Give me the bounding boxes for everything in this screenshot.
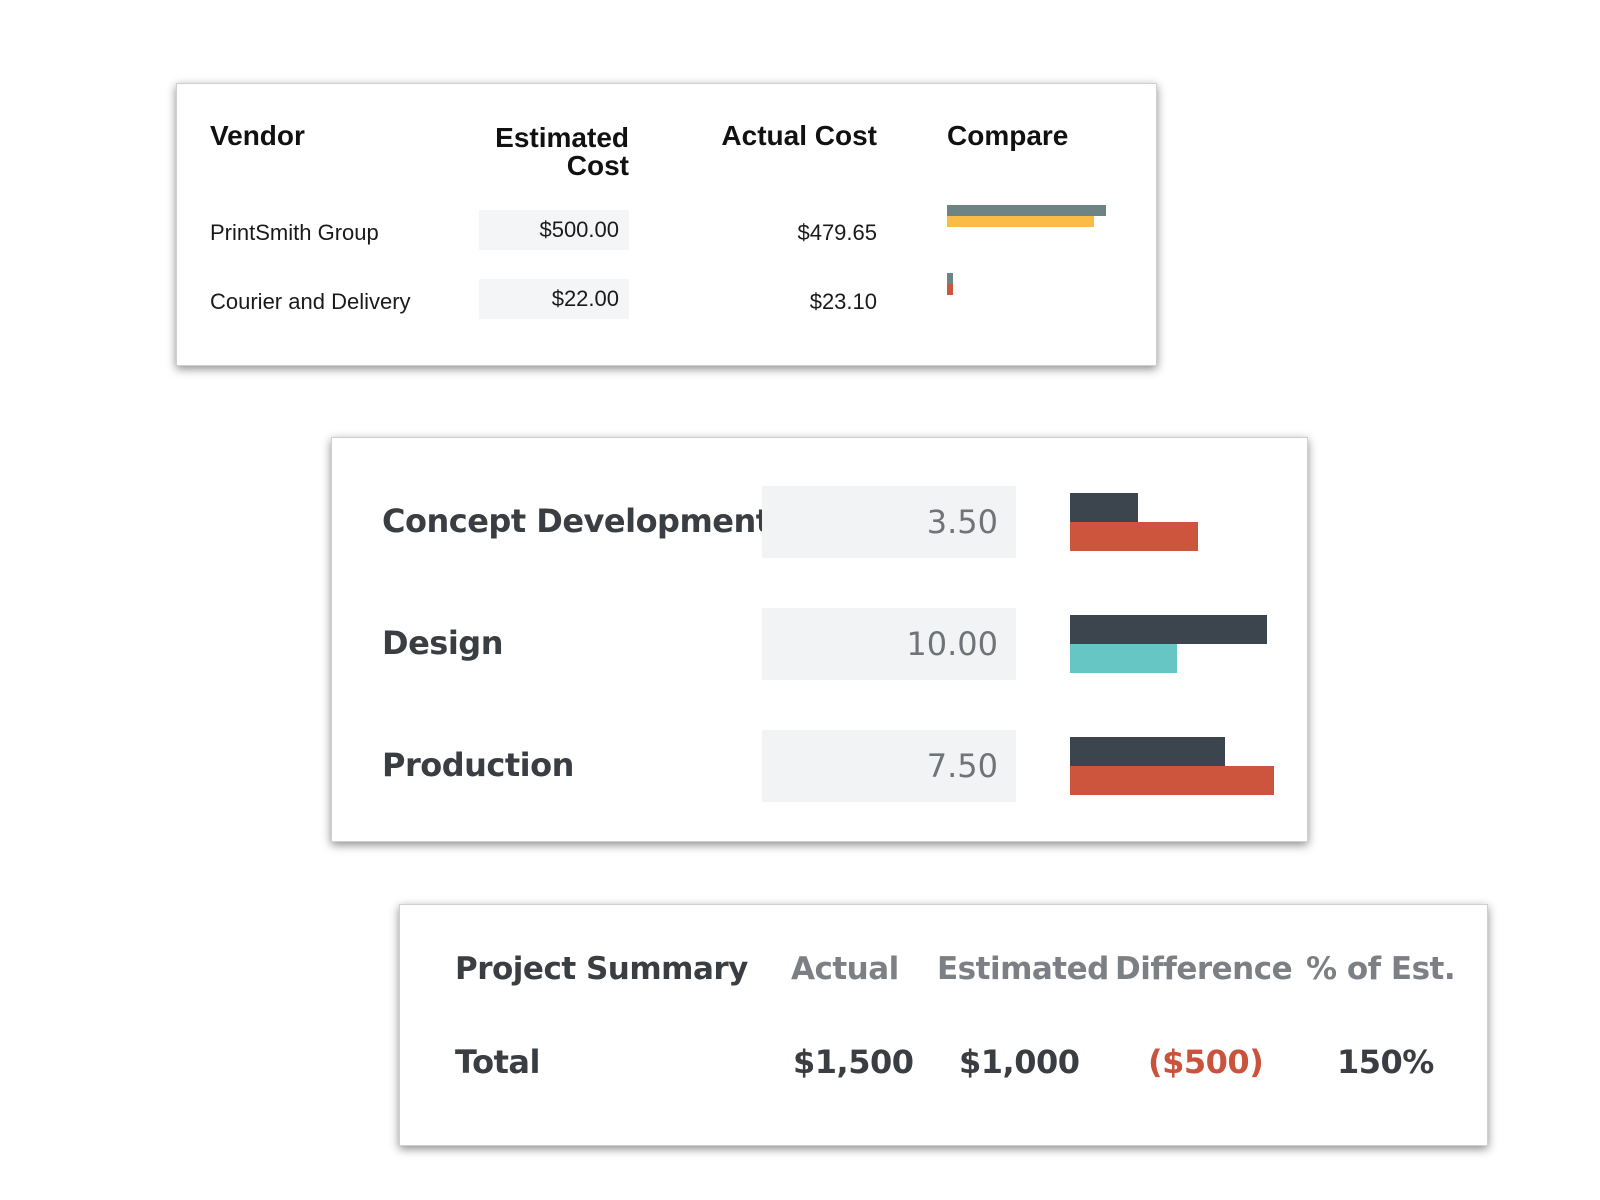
actual-bar (1070, 766, 1274, 795)
total-label: Total (455, 1043, 540, 1081)
phase-hours-input[interactable]: 10.00 (762, 608, 1016, 680)
actual-bar (1070, 644, 1177, 673)
vendor-name: PrintSmith Group (210, 220, 379, 245)
actual-bar (1070, 522, 1198, 551)
estimated-header-line2: Cost (566, 150, 629, 181)
compare-column-header: Compare (947, 120, 1069, 151)
summary-title: Project Summary (455, 951, 748, 987)
estimated-cost-column-header: Estimated Cost (457, 124, 629, 180)
difference-column-header: Difference (1115, 951, 1293, 987)
actual-cost-value: $23.10 (809, 289, 877, 314)
estimated-bar (947, 205, 1106, 216)
actual-bar (947, 284, 953, 295)
estimated-header-line1: Estimated (495, 122, 629, 153)
total-difference-value: ($500) (1148, 1043, 1264, 1081)
vendor-cost-card: Vendor Estimated Cost Actual Cost Compar… (176, 83, 1157, 366)
estimated-column-header: Estimated (937, 951, 1109, 987)
estimated-bar (947, 273, 953, 284)
phase-label: Production (382, 746, 574, 784)
total-actual-value: $1,500 (793, 1043, 914, 1081)
estimated-cost-input[interactable]: $500.00 (479, 210, 629, 250)
phase-hours-card: Concept Development 3.50 Design 10.00 Pr… (331, 437, 1308, 842)
estimated-cost-input[interactable]: $22.00 (479, 279, 629, 319)
phase-label: Concept Development (382, 502, 771, 540)
phase-hours-input[interactable]: 7.50 (762, 730, 1016, 802)
estimated-bar (1070, 615, 1267, 644)
phase-label: Design (382, 624, 503, 662)
vendor-name: Courier and Delivery (210, 289, 411, 314)
percent-of-estimate-column-header: % of Est. (1306, 951, 1456, 987)
actual-cost-value: $479.65 (797, 220, 877, 245)
estimated-bar (1070, 493, 1138, 522)
total-estimated-value: $1,000 (959, 1043, 1080, 1081)
actual-bar (947, 216, 1094, 227)
project-summary-card: Project Summary Actual Estimated Differe… (399, 904, 1488, 1146)
vendor-column-header: Vendor (210, 120, 305, 151)
phase-hours-input[interactable]: 3.50 (762, 486, 1016, 558)
actual-cost-column-header: Actual Cost (721, 120, 877, 151)
total-percent-value: 150% (1337, 1043, 1434, 1081)
actual-column-header: Actual (791, 951, 899, 987)
estimated-bar (1070, 737, 1225, 766)
